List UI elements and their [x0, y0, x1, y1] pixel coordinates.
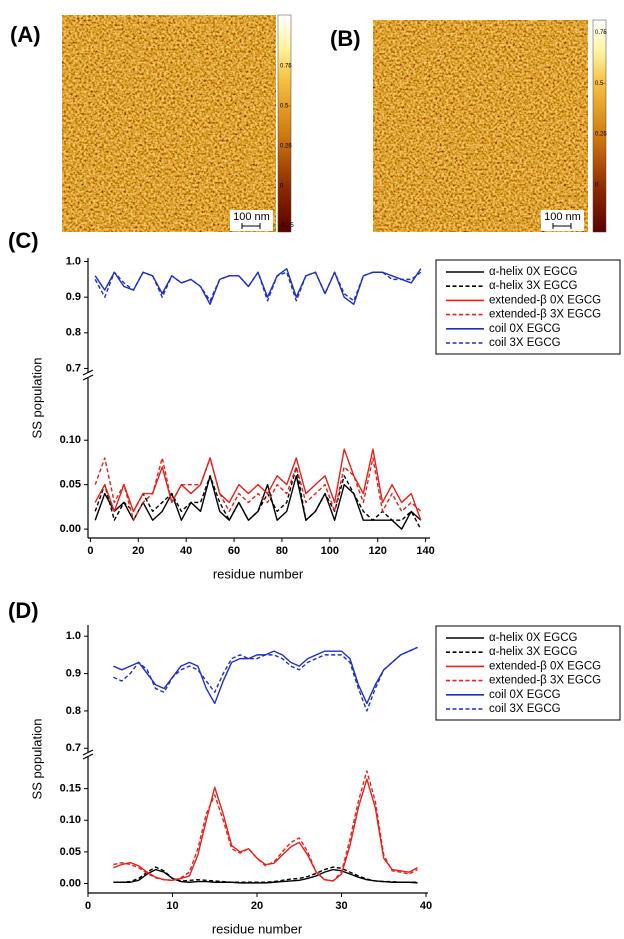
y-tick-label: 0.7 [66, 362, 81, 374]
axis-break [82, 749, 94, 760]
series-line [94, 466, 422, 530]
series-line [113, 646, 418, 712]
colorbar [592, 19, 607, 233]
scale-bar-label: 100 nm [544, 211, 581, 223]
colorbar-tick-label: 0 [595, 183, 599, 189]
legend-label: extended-β 3X EGCG [489, 309, 601, 321]
colorbar-tick-label: 0.5 [595, 81, 604, 87]
panel-label: (B) [330, 26, 361, 51]
colorbar-tick-label: -0.25 [280, 223, 294, 229]
scale-bar-box [541, 210, 584, 231]
series-line [94, 457, 422, 521]
afm-texture [373, 20, 588, 232]
x-tick-label: 40 [180, 545, 192, 557]
legend-box [435, 625, 621, 721]
y-tick-label: 1.0 [66, 630, 81, 642]
colorbar-tick-label: 0.25 [280, 143, 292, 149]
colorbar-tick-label: 0.5 [280, 104, 289, 110]
colorbar-tick-label: 0 [280, 183, 284, 189]
y-tick-label: 0.05 [60, 846, 81, 858]
scale-bar-label: 100 nm [233, 211, 270, 223]
y-tick-label: 1.0 [66, 255, 81, 267]
legend-label: α-helix 0X EGCG [489, 632, 578, 644]
y-tick-label: 0.9 [66, 667, 81, 679]
y-tick-label: 0.05 [60, 479, 81, 491]
colorbar-tick-label: 0.75 [280, 64, 292, 70]
colorbar-tick-label: 0.25 [595, 132, 607, 138]
x-tick-label: 40 [420, 900, 432, 912]
legend-label: coil 3X EGCG [489, 703, 561, 715]
panel-label: (A) [10, 22, 41, 47]
scale-bar [552, 223, 572, 229]
legend-box [435, 259, 621, 355]
scale-bar [241, 223, 261, 229]
y-tick-label: 0.7 [66, 742, 81, 754]
x-tick-label: 60 [228, 545, 240, 557]
x-tick-label: 0 [85, 900, 91, 912]
axis-break [82, 369, 94, 381]
legend-label: coil 0X EGCG [489, 323, 561, 335]
afm-texture [62, 15, 276, 232]
y-tick-label: 0.00 [60, 877, 81, 889]
y-tick-label: 0.10 [60, 814, 81, 826]
scale-bar-box [230, 210, 273, 231]
legend-label: extended-β 0X EGCG [489, 294, 601, 306]
y-tick-label: 0.9 [66, 291, 81, 303]
x-tick-label: 0 [87, 545, 93, 557]
x-tick-label: 20 [132, 545, 144, 557]
x-tick-label: 120 [369, 545, 387, 557]
y-tick-label: 0.15 [60, 783, 81, 795]
x-tick-label: 10 [166, 900, 178, 912]
legend-label: extended-β 3X EGCG [489, 675, 601, 687]
x-tick-label: 30 [335, 900, 347, 912]
y-tick-label: 0.10 [60, 434, 81, 446]
legend-label: extended-β 0X EGCG [489, 660, 601, 672]
series-line [94, 271, 422, 302]
x-axis-label: residue number [212, 921, 303, 936]
legend-label: α-helix 0X EGCG [489, 266, 578, 278]
colorbar [277, 14, 292, 233]
legend-label: coil 3X EGCG [489, 337, 561, 349]
y-tick-label: 0.00 [60, 523, 81, 535]
y-tick-label: 0.8 [66, 327, 81, 339]
legend-label: coil 0X EGCG [489, 689, 561, 701]
series-line [113, 866, 418, 883]
y-axis-label: SS population [29, 719, 44, 800]
x-tick-label: 80 [276, 545, 288, 557]
x-tick-label: 140 [416, 545, 434, 557]
legend-label: α-helix 3X EGCG [489, 280, 578, 292]
series-line [113, 868, 418, 884]
colorbar-tick-label: 0.75 [595, 30, 607, 36]
y-axis-label: SS population [29, 358, 44, 439]
y-tick-label: 0.8 [66, 705, 81, 717]
series-line [94, 448, 422, 521]
series-line [113, 770, 418, 882]
panel-label: (D) [8, 598, 39, 623]
legend-label: α-helix 3X EGCG [489, 646, 578, 658]
x-tick-label: 100 [321, 545, 339, 557]
x-axis-label: residue number [213, 566, 304, 581]
x-tick-label: 20 [251, 900, 263, 912]
panel-label: (C) [8, 228, 39, 253]
